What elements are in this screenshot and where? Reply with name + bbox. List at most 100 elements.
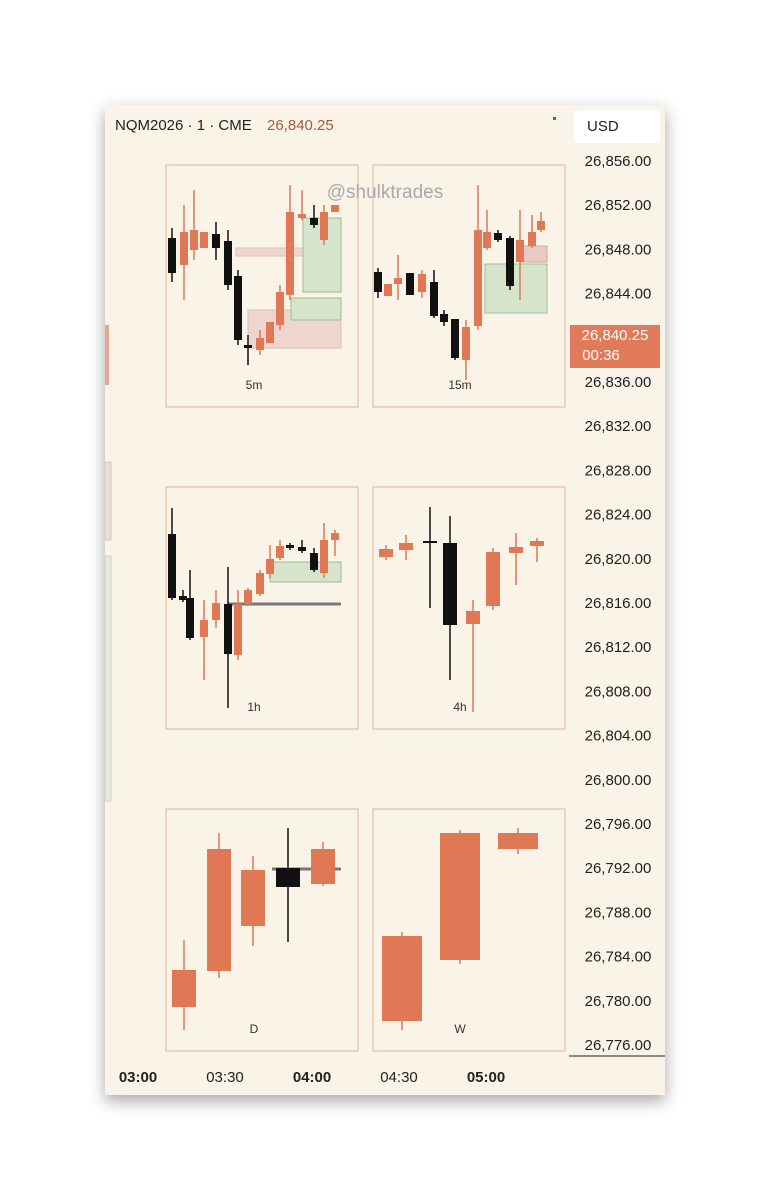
panel-label: 5m [246, 378, 263, 392]
header-price: 26,840.25 [267, 117, 334, 134]
candle [276, 540, 284, 560]
candle-body [384, 284, 392, 296]
candle [298, 190, 306, 220]
candle-body [462, 327, 470, 360]
candle [266, 322, 274, 343]
price-label: 26,852.00 [585, 197, 652, 214]
time-label: 04:30 [380, 1069, 418, 1086]
edge-fragment [105, 325, 109, 385]
symbol: NQM2026 · 1 · CME [115, 117, 252, 134]
candle [200, 600, 208, 680]
candle-body [244, 590, 252, 604]
edge-fragment [104, 555, 112, 802]
time-label: 03:00 [119, 1069, 157, 1086]
candle-body [224, 241, 232, 285]
candle-body [256, 573, 264, 594]
candle [537, 212, 545, 232]
candle [483, 210, 491, 250]
candle-body [474, 230, 482, 326]
status-dot [553, 117, 556, 120]
candle [462, 320, 470, 380]
time-label: 05:00 [467, 1069, 505, 1086]
candle-body [311, 849, 335, 884]
price-label: 26,844.00 [585, 286, 652, 303]
candle [276, 285, 284, 330]
time-label: 03:30 [206, 1069, 244, 1086]
candle [506, 236, 514, 290]
panel-label: D [250, 1022, 259, 1036]
candle-body [374, 272, 382, 292]
candle-body [406, 273, 414, 295]
candle [443, 516, 457, 680]
price-label: 26,848.00 [585, 241, 652, 258]
panel-label: W [454, 1022, 466, 1036]
candle-body [266, 322, 274, 343]
candle [180, 205, 188, 300]
candle [286, 185, 294, 300]
candle [399, 535, 413, 560]
candle [256, 570, 264, 596]
watermark: @shulktrades [327, 182, 443, 203]
candle-body [276, 546, 284, 558]
panel-label: 4h [453, 700, 466, 714]
candle-body [234, 604, 242, 655]
panel-label: 15m [448, 378, 471, 392]
candle [256, 330, 264, 355]
candle-body [190, 230, 198, 250]
candle-body [394, 278, 402, 284]
candle-body [528, 232, 536, 246]
candle [498, 828, 538, 854]
candle [224, 230, 232, 290]
candle [494, 230, 502, 242]
candle-body [286, 545, 294, 548]
candle-body [234, 276, 242, 340]
candle-body [298, 547, 306, 551]
price-label: 26,784.00 [585, 949, 652, 966]
candle [168, 508, 176, 600]
chart-card [105, 105, 665, 1095]
candle [168, 228, 176, 282]
candle [331, 205, 339, 212]
candle [379, 545, 393, 560]
candle-body [244, 345, 252, 348]
candle [179, 590, 187, 602]
candle-body [320, 212, 328, 240]
price-label: 26,780.00 [585, 993, 652, 1010]
candle [234, 270, 242, 345]
candle [440, 830, 480, 964]
candle [311, 842, 335, 886]
candle-body [320, 540, 328, 573]
candle [186, 570, 194, 640]
candle [276, 828, 300, 942]
price-label: 26,836.00 [585, 374, 652, 391]
candle-body [186, 598, 194, 638]
candle [486, 548, 500, 610]
candle-body [399, 543, 413, 550]
candle-body [486, 552, 500, 606]
candle [286, 543, 294, 550]
price-label: 26,820.00 [585, 551, 652, 568]
candle-body [516, 240, 524, 262]
candle-body [207, 849, 231, 971]
candle-body [331, 205, 339, 212]
price-label: 26,856.00 [585, 153, 652, 170]
candle-body [331, 533, 339, 540]
candle-body [418, 274, 426, 292]
price-label: 26,804.00 [585, 728, 652, 745]
currency[interactable]: USD [587, 118, 619, 135]
candle-body [310, 553, 318, 570]
candle-body [212, 603, 220, 620]
candle [310, 205, 318, 228]
candle-body [241, 870, 265, 926]
candle [382, 932, 422, 1030]
candle [466, 600, 480, 712]
candle-body [466, 611, 480, 624]
candle-body [180, 232, 188, 265]
currency-button[interactable] [574, 110, 660, 143]
candle-body [494, 233, 502, 240]
price-label: 26,792.00 [585, 860, 652, 877]
candle [212, 590, 220, 628]
candle [440, 310, 448, 326]
candle [451, 319, 459, 360]
